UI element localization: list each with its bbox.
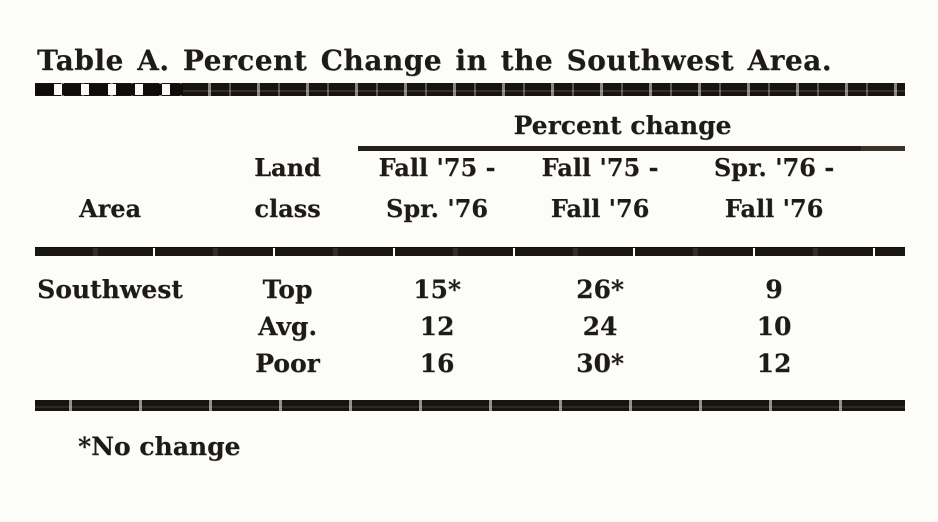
- column-header-area: Area: [78, 194, 142, 223]
- column-header-land-class-line1: Land: [254, 153, 321, 182]
- header-row-line1: Land Fall '75 - Fall '75 - Spr. '76 -: [0, 156, 938, 186]
- cell-fall75-spr76: 12: [419, 312, 455, 341]
- cell-fall75-fall76: 30*: [576, 349, 624, 378]
- cell-land-class: Poor: [255, 349, 320, 378]
- column-header-fall75-spr76-line1: Fall '75 -: [378, 153, 496, 182]
- column-header-fall75-fall76-line1: Fall '75 -: [541, 153, 659, 182]
- header-row-line2: Area class Spr. '76 Fall '76 Fall '76: [0, 197, 938, 227]
- cell-fall75-fall76: 24: [582, 312, 618, 341]
- spanner-label: Percent change: [513, 111, 732, 140]
- footnote: *No change: [78, 432, 241, 461]
- column-header-land-class-line2: class: [254, 194, 321, 223]
- cell-spr76-fall76: 12: [756, 349, 792, 378]
- table-title: Table A. Percent Change in the Southwest…: [37, 44, 833, 77]
- column-header-fall75-fall76-line2: Fall '76: [550, 194, 650, 223]
- column-header-spr76-fall76-line2: Fall '76: [724, 194, 824, 223]
- cell-fall75-spr76: 16: [419, 349, 455, 378]
- cell-area: Southwest: [37, 275, 183, 304]
- table-row: Poor 16 30* 12: [0, 351, 938, 383]
- column-header-spr76-fall76-line1: Spr. '76 -: [713, 153, 835, 182]
- cell-fall75-fall76: 26*: [576, 275, 624, 304]
- table-row: Southwest Top 15* 26* 9: [0, 277, 938, 309]
- spanner-underline: [358, 146, 905, 151]
- column-header-fall75-spr76-line2: Spr. '76: [385, 194, 488, 223]
- cell-land-class: Top: [262, 275, 313, 304]
- cell-land-class: Avg.: [257, 312, 318, 341]
- bottom-double-rule: [35, 400, 905, 411]
- table-row: Avg. 12 24 10: [0, 314, 938, 346]
- top-double-rule: [35, 83, 905, 96]
- cell-spr76-fall76: 10: [756, 312, 792, 341]
- header-separator-rule: [35, 247, 905, 256]
- cell-spr76-fall76: 9: [765, 275, 783, 304]
- cell-fall75-spr76: 15*: [413, 275, 461, 304]
